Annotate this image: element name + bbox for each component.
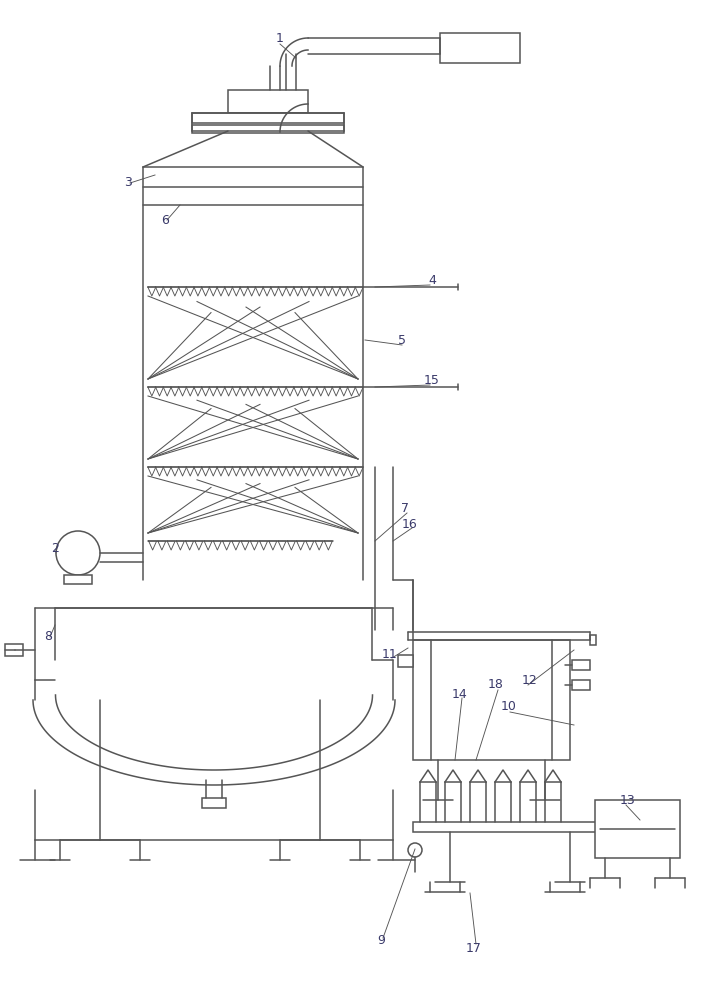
Text: 13: 13 [620, 794, 636, 806]
Text: 2: 2 [51, 542, 59, 554]
Text: 17: 17 [466, 942, 482, 954]
Text: 1: 1 [276, 31, 284, 44]
Bar [202, 798, 226, 808]
Text: 6: 6 [161, 214, 169, 227]
Bar [5, 644, 23, 656]
Text: 8: 8 [44, 631, 52, 644]
Text: 16: 16 [402, 518, 418, 530]
Bar [228, 90, 308, 113]
Bar [398, 655, 413, 667]
Text: 18: 18 [488, 678, 504, 692]
Text: 5: 5 [398, 334, 406, 347]
Text: 15: 15 [424, 373, 440, 386]
Text: 4: 4 [428, 273, 436, 286]
Text: 14: 14 [452, 688, 468, 700]
Bar [595, 800, 680, 858]
Bar [572, 660, 590, 670]
Text: 9: 9 [377, 934, 385, 946]
Bar [64, 575, 92, 584]
Bar [413, 640, 570, 760]
Text: 11: 11 [382, 648, 398, 662]
Bar [572, 680, 590, 690]
Bar [192, 125, 344, 133]
Bar [440, 33, 520, 63]
Text: 7: 7 [401, 502, 409, 514]
Text: 3: 3 [124, 176, 132, 190]
Text: 12: 12 [522, 674, 538, 686]
Bar [192, 113, 344, 123]
Text: 10: 10 [501, 700, 517, 714]
Bar [590, 635, 596, 645]
Bar [413, 822, 618, 832]
